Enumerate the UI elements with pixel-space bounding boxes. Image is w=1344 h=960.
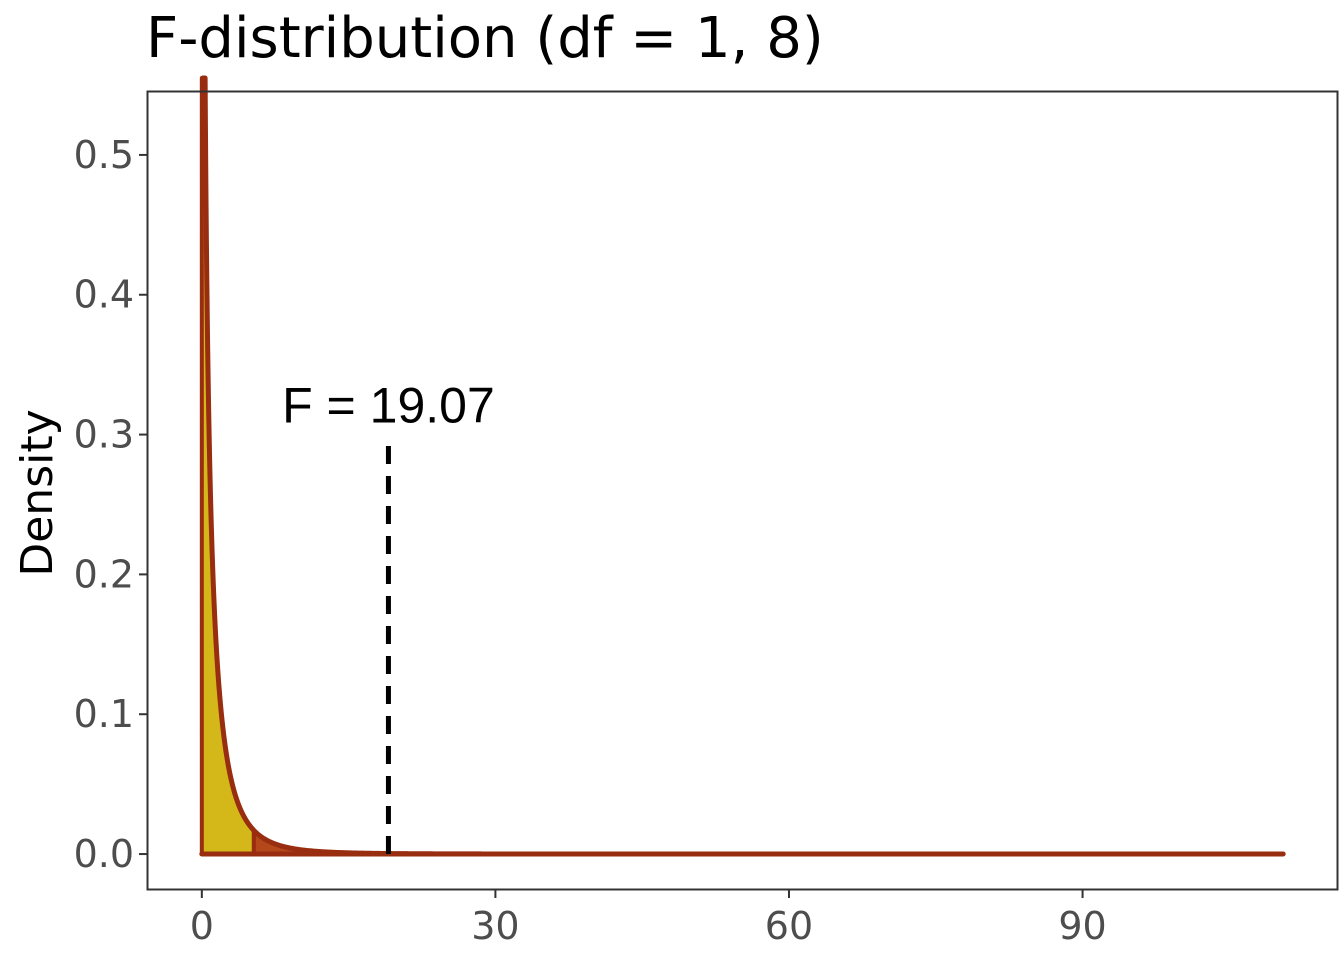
y-axis-label-group: Density [12, 409, 63, 576]
y-axis-ticks: 0.0 0.1 0.2 0.3 0.4 0.5 [74, 133, 148, 876]
y-tick-label: 0.1 [74, 692, 134, 736]
y-tick-label: 0.4 [74, 273, 134, 317]
observed-f-label: F = 19.07 [282, 378, 495, 434]
panel-border [146, 90, 1339, 891]
x-tick-label: 0 [190, 904, 214, 948]
density-region-2 [251, 828, 1286, 857]
density-curve [199, 75, 1284, 857]
y-tick-label: 0.3 [74, 413, 134, 457]
y-tick-label: 0.0 [74, 832, 134, 876]
x-tick-label: 60 [765, 904, 813, 948]
x-tick-label: 90 [1058, 904, 1106, 948]
chart-title: F-distribution (df = 1, 8) [146, 6, 824, 71]
y-tick-label: 0.2 [74, 552, 134, 596]
y-axis-label: Density [12, 409, 63, 576]
x-axis-ticks: 0 30 60 90 [190, 889, 1107, 948]
x-tick-label: 30 [471, 904, 519, 948]
plot-area: F = 19.07 [199, 75, 1286, 857]
y-tick-label: 0.5 [74, 133, 134, 177]
